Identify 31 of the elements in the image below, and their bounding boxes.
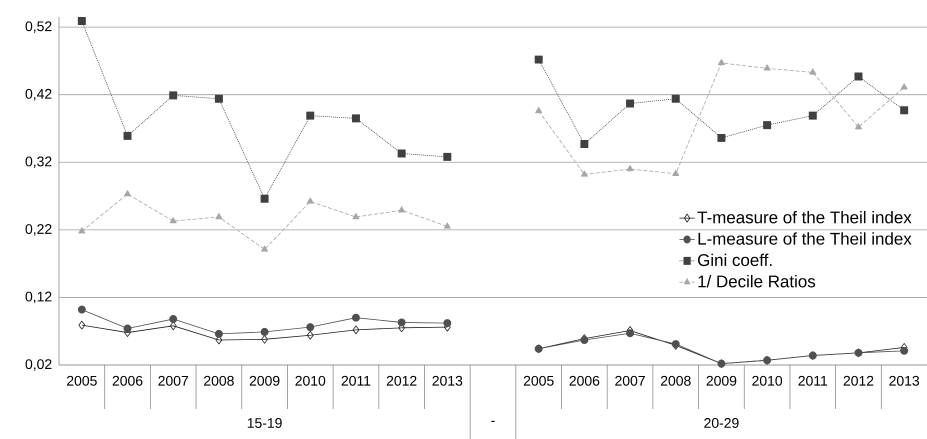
y-tick-label: 0,12: [26, 292, 52, 304]
x-tick-label: 2005: [67, 376, 97, 386]
x-tick-label: 2006: [570, 376, 600, 386]
legend-label: T-measure of the Theil index: [698, 210, 912, 224]
x-tick-label: 2007: [615, 376, 645, 386]
x-tick-label: 2010: [752, 376, 782, 386]
legend-label: 1/ Decile Ratios: [698, 275, 816, 288]
x-tick-label: 2005: [524, 376, 554, 386]
x-tick-label: 2012: [386, 376, 416, 386]
x-tick-label: 2006: [112, 376, 142, 386]
x-tick-label: 2008: [204, 376, 234, 386]
x-tick-label: 2007: [158, 376, 188, 386]
y-tick-label: 0,42: [26, 88, 52, 100]
x-tick-label: 2013: [889, 376, 920, 386]
legend-label: Gini coeff.: [698, 254, 772, 266]
y-tick-label: 0,52: [26, 21, 52, 33]
text: -: [491, 420, 495, 422]
y-tick-label: 0,32: [26, 156, 52, 168]
text: 15-19: [248, 418, 282, 428]
x-tick-label: 2012: [844, 376, 874, 386]
x-tick-label: 2008: [660, 376, 691, 386]
y-tick-label: 0,22: [26, 224, 52, 236]
x-tick-label: 2011: [798, 376, 828, 386]
x-tick-label: 2010: [295, 376, 326, 386]
x-tick-label: 2009: [706, 376, 736, 386]
x-tick-label: 2013: [432, 376, 462, 386]
text: 20-29: [704, 418, 739, 428]
x-tick-label: 2011: [342, 376, 370, 386]
y-tick-label: 0,02: [26, 359, 52, 371]
legend-label: L-measure of the Theil index: [698, 232, 912, 245]
x-tick-label: 2009: [250, 376, 280, 386]
